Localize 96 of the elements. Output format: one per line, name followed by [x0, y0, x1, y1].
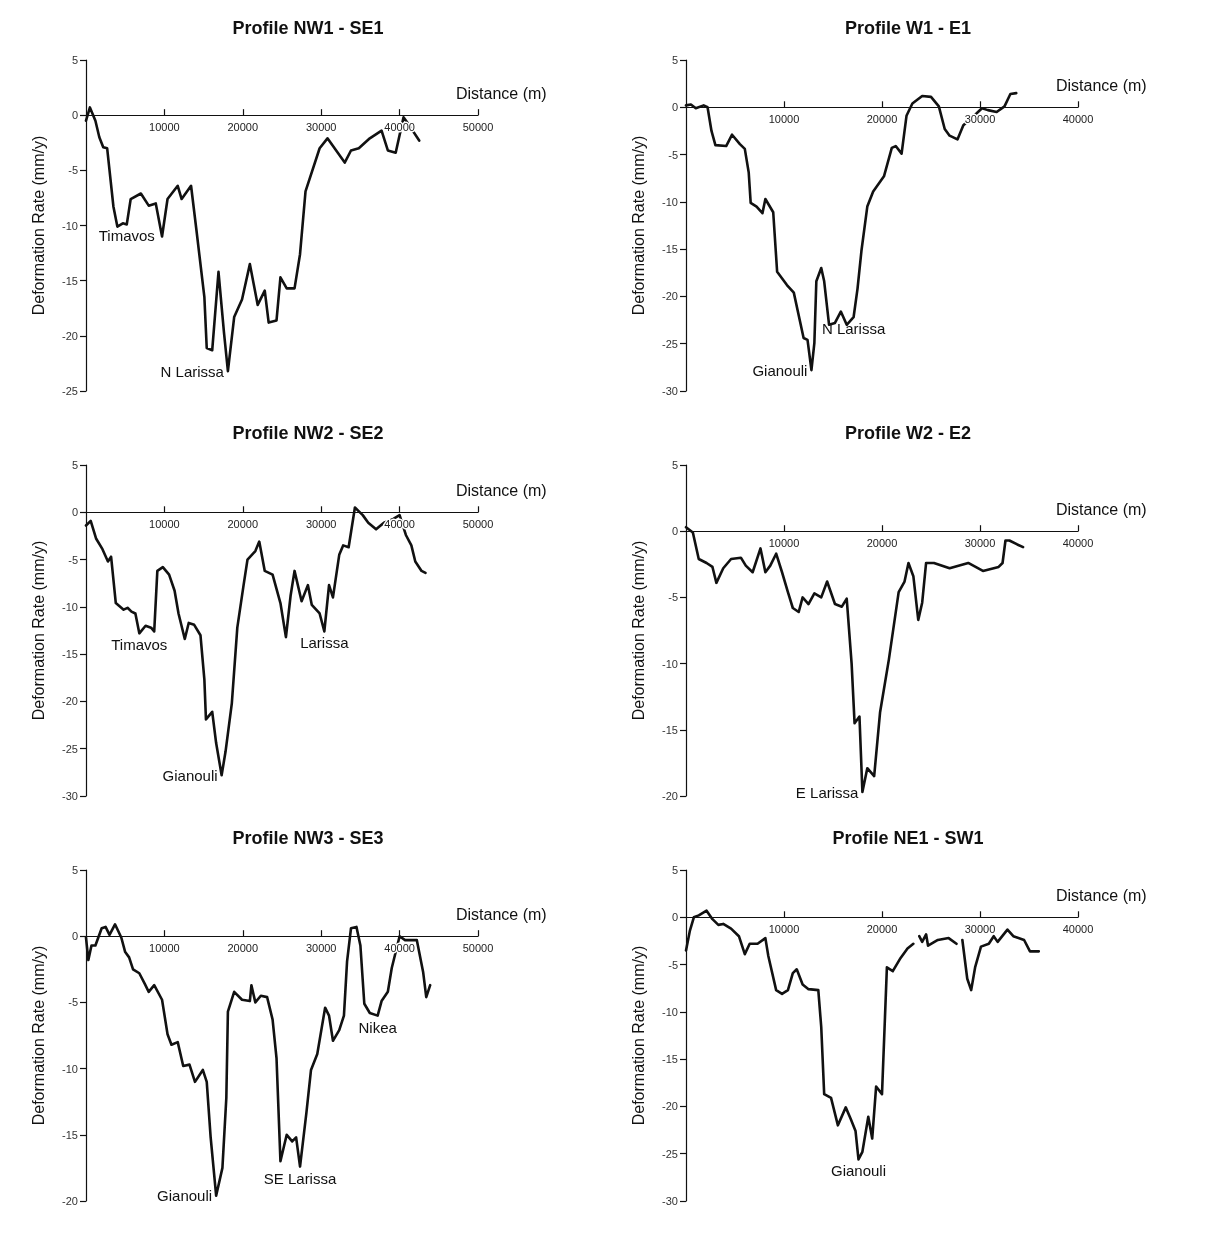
annotation: Larissa [300, 634, 350, 652]
chart-title: Profile W1 - E1 [844, 18, 972, 38]
y-tick-label: -20 [662, 290, 678, 303]
annotation: E Larissa [795, 783, 860, 801]
y-tick-label: -10 [662, 1005, 678, 1018]
x-axis-title: Distance (m) [1056, 886, 1147, 904]
x-tick-label: 10000 [149, 517, 180, 530]
x-tick-label: 10000 [149, 120, 180, 133]
y-tick-label: -25 [662, 1147, 678, 1160]
y-tick-label: 0 [71, 930, 78, 943]
y-axis-title: Deformation Rate (mm/y) [29, 135, 47, 316]
x-axis-title: Distance (m) [456, 84, 547, 102]
y-tick-label: 0 [71, 506, 78, 519]
y-tick-label: -30 [662, 385, 678, 397]
y-tick-label: 5 [71, 54, 78, 66]
y-tick-label: -30 [62, 790, 78, 802]
x-tick-label: 30000 [964, 922, 996, 935]
x-tick-label: 30000 [305, 120, 337, 133]
annotation: Gianouli [830, 1162, 886, 1180]
annotation: Timavos [111, 636, 168, 654]
annotation: Nikea [358, 1018, 398, 1036]
y-axis-title: Deformation Rate (mm/y) [629, 135, 647, 316]
x-tick-label: 20000 [227, 120, 259, 133]
y-tick-label: -25 [62, 742, 78, 755]
y-tick-label: -10 [62, 600, 78, 613]
x-tick-label: 10000 [768, 112, 800, 125]
x-tick-label: 20000 [866, 112, 898, 125]
y-tick-label: 5 [671, 864, 678, 876]
y-tick-label: -25 [62, 385, 78, 397]
y-tick-label: -15 [62, 274, 78, 287]
chart-title: Profile NW1 - SE1 [232, 18, 384, 38]
y-tick-label: -5 [68, 553, 78, 566]
y-tick-label: -5 [668, 958, 678, 971]
x-tick-label: 10000 [768, 536, 800, 549]
x-tick-label: 20000 [227, 517, 259, 530]
y-axis-title: Deformation Rate (mm/y) [29, 540, 47, 721]
x-tick-label: 40000 [1062, 536, 1094, 549]
y-tick-label: -10 [662, 657, 678, 670]
y-tick-label: 0 [671, 101, 678, 114]
y-tick-label: -5 [668, 148, 678, 161]
y-tick-label: -15 [662, 723, 678, 736]
y-tick-label: -25 [662, 337, 678, 350]
x-tick-label: 50000 [462, 941, 494, 954]
x-tick-label: 30000 [964, 536, 996, 549]
x-axis-title: Distance (m) [1056, 76, 1147, 94]
x-tick-label: 50000 [462, 517, 494, 530]
x-tick-label: 20000 [227, 941, 259, 954]
x-tick-label: 10000 [768, 922, 800, 935]
x-axis-title: Distance (m) [1056, 500, 1147, 518]
x-tick-label: 10000 [149, 941, 180, 954]
y-tick-label: -20 [662, 790, 678, 802]
x-axis-title: Distance (m) [456, 905, 547, 923]
y-tick-label: -15 [662, 243, 678, 256]
x-tick-label: 40000 [1062, 922, 1094, 935]
chart-title: Profile NE1 - SW1 [832, 828, 984, 848]
x-tick-label: 20000 [866, 922, 898, 935]
x-tick-label: 30000 [305, 517, 337, 530]
annotation: Gianouli [157, 1187, 213, 1205]
x-tick-label: 20000 [866, 536, 898, 549]
y-tick-label: -5 [68, 164, 78, 177]
chart-title: Profile NW2 - SE2 [232, 423, 384, 443]
y-axis-title: Deformation Rate (mm/y) [629, 945, 647, 1126]
y-tick-label: 5 [671, 54, 678, 66]
y-tick-label: -20 [62, 695, 78, 708]
y-tick-label: 5 [71, 864, 78, 876]
y-axis-title: Deformation Rate (mm/y) [29, 945, 47, 1126]
annotation: Timavos [98, 227, 155, 245]
chart-title: Profile NW3 - SE3 [232, 828, 384, 848]
y-tick-label: 5 [71, 459, 78, 471]
y-tick-label: -5 [668, 591, 678, 604]
chart-title: Profile W2 - E2 [844, 423, 972, 443]
y-tick-label: 0 [71, 109, 78, 122]
annotation: N Larissa [160, 362, 225, 380]
x-tick-label: 30000 [305, 941, 337, 954]
y-tick-label: -15 [62, 648, 78, 661]
y-axis-title: Deformation Rate (mm/y) [629, 540, 647, 721]
annotation: SE Larissa [263, 1169, 337, 1187]
y-tick-label: -15 [662, 1053, 678, 1066]
annotation: Gianouli [752, 361, 808, 379]
x-tick-label: 40000 [1062, 112, 1094, 125]
y-tick-label: -10 [662, 195, 678, 208]
y-tick-label: -5 [68, 996, 78, 1009]
y-tick-label: -20 [62, 329, 78, 342]
y-tick-label: -20 [62, 1195, 78, 1207]
y-tick-label: -15 [62, 1128, 78, 1141]
y-tick-label: -30 [662, 1195, 678, 1207]
annotation: Gianouli [162, 766, 218, 784]
annotation: N Larissa [821, 320, 886, 338]
y-tick-label: -10 [62, 219, 78, 232]
y-tick-label: -10 [62, 1062, 78, 1075]
y-tick-label: 0 [671, 911, 678, 924]
y-tick-label: -20 [662, 1100, 678, 1113]
y-tick-label: 0 [671, 525, 678, 538]
x-axis-title: Distance (m) [456, 481, 547, 499]
y-tick-label: 5 [671, 459, 678, 471]
x-tick-label: 50000 [462, 120, 494, 133]
